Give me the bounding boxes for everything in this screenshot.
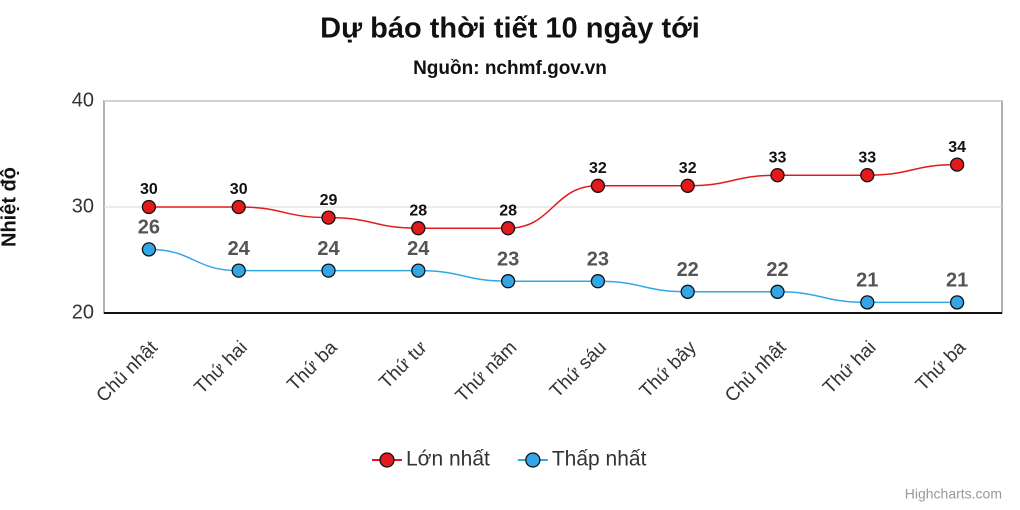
point-marker <box>500 274 516 289</box>
y-tick-label: 40 <box>72 89 94 111</box>
point-marker <box>680 284 695 299</box>
point-marker <box>590 178 606 193</box>
data-label: 28 <box>409 202 427 219</box>
point-marker <box>860 168 875 183</box>
data-label: 33 <box>858 149 876 166</box>
data-label: 30 <box>230 181 248 198</box>
data-label: 29 <box>320 192 338 209</box>
data-label: 24 <box>317 238 340 260</box>
legend-item[interactable]: Thấp nhất <box>517 448 647 471</box>
point-marker <box>411 263 426 278</box>
point-marker <box>590 274 606 289</box>
data-label: 32 <box>589 160 607 177</box>
data-label: 23 <box>587 248 609 270</box>
point-marker <box>231 263 246 278</box>
series-line <box>148 248 958 304</box>
data-label: 22 <box>677 259 699 281</box>
data-label: 21 <box>946 270 968 292</box>
chart-title: Dự báo thời tiết 10 ngày tới <box>320 13 700 45</box>
legend-label: Thấp nhất <box>552 448 647 471</box>
point-marker <box>141 199 157 215</box>
y-tick-label: 30 <box>72 195 94 217</box>
point-marker <box>770 284 785 299</box>
data-label: 28 <box>499 202 517 219</box>
legend-symbol <box>379 452 395 468</box>
credits[interactable]: Highcharts.com <box>905 486 1002 502</box>
series-line <box>148 163 958 229</box>
legend-symbol <box>525 452 541 468</box>
point-marker <box>321 210 336 225</box>
legend-label: Lớn nhất <box>406 448 490 471</box>
data-label: 24 <box>228 238 251 260</box>
data-label: 32 <box>679 160 697 177</box>
data-label: 23 <box>497 248 519 270</box>
point-marker <box>770 168 785 183</box>
data-label: 22 <box>766 259 788 281</box>
point-marker <box>500 221 516 236</box>
point-marker <box>141 242 157 257</box>
data-label: 33 <box>769 149 787 166</box>
point-marker <box>231 199 246 215</box>
data-label: 30 <box>140 181 158 198</box>
chart-subtitle: Nguồn: nchmf.gov.vn <box>413 58 607 79</box>
point-marker <box>949 295 965 310</box>
data-label: 34 <box>948 139 966 156</box>
data-label: 26 <box>138 217 160 239</box>
point-marker <box>680 178 695 193</box>
point-marker <box>411 221 426 236</box>
y-axis-label: Nhiệt độ <box>0 167 20 247</box>
data-label: 24 <box>407 238 430 260</box>
point-marker <box>321 263 336 278</box>
point-marker <box>860 295 875 310</box>
point-marker <box>949 157 965 172</box>
legend-item[interactable]: Lớn nhất <box>372 448 490 471</box>
data-label: 21 <box>856 270 878 292</box>
y-tick-label: 20 <box>72 301 94 323</box>
